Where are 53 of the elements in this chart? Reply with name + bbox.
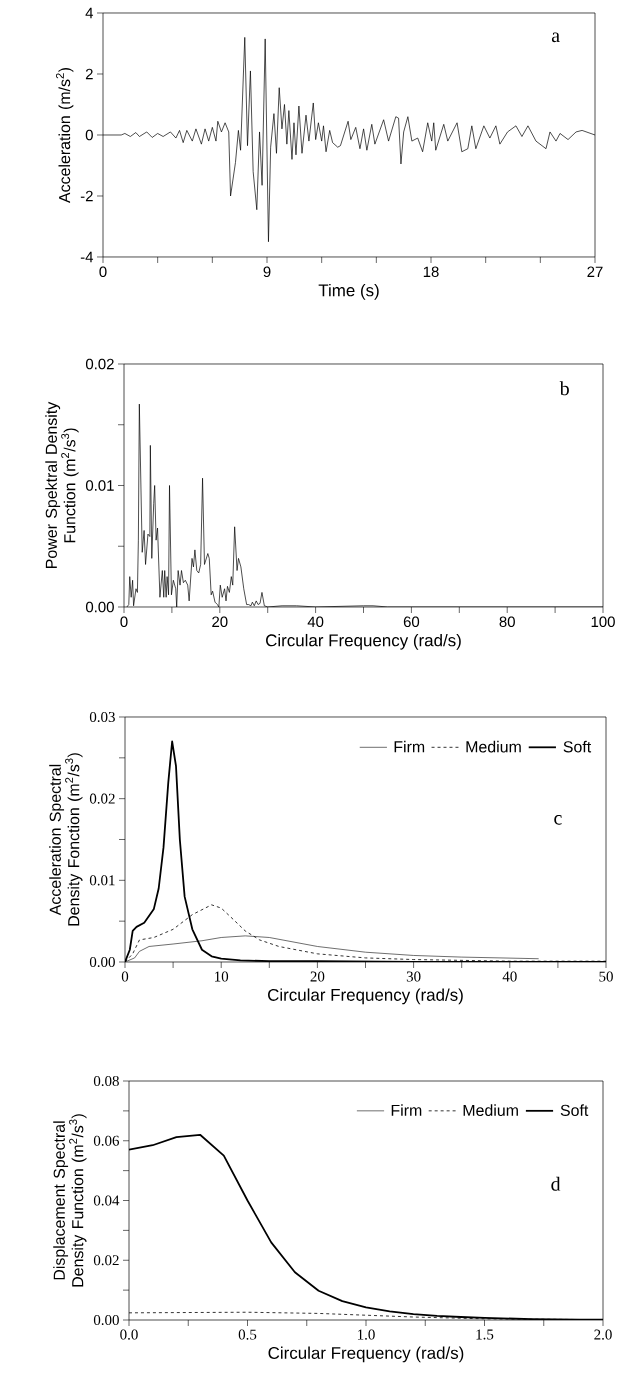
x-tick-label: 30 <box>406 971 421 982</box>
x-tick-label: 20 <box>212 616 228 628</box>
x-tick-label: 2.0 <box>594 1329 612 1340</box>
annotation: b <box>559 381 569 396</box>
x-tick-label: 27 <box>587 266 603 277</box>
y-tick-label: 0.02 <box>93 1255 119 1266</box>
x-tick-label: 18 <box>423 266 439 278</box>
y-tick-label: 0.01 <box>89 875 115 886</box>
x-tick-label: 40 <box>502 971 517 982</box>
legend-label: Soft <box>560 1104 589 1116</box>
x-axis-title: Circular Frequency (rad/s) <box>266 633 461 650</box>
annotation: a <box>551 32 560 43</box>
x-tick-label: 9 <box>263 266 271 278</box>
legend-label: Firm <box>394 740 425 753</box>
x-axis-title: Time (s) <box>318 283 379 300</box>
legend-label: Soft <box>563 740 592 753</box>
x-tick-label: 20 <box>310 971 325 982</box>
y-tick-label: -2 <box>80 190 93 202</box>
annotation: c <box>554 815 562 825</box>
x-axis-title: Circular Frequency (rad/s) <box>268 988 463 1005</box>
line-series <box>125 935 540 962</box>
x-tick-label: 60 <box>403 616 420 628</box>
x-tick-label: 0 <box>120 616 128 628</box>
x-tick-label: 0.0 <box>120 1329 138 1340</box>
y-tick-label: 0 <box>85 129 93 141</box>
y-tick-label: 0.02 <box>89 793 115 804</box>
y-tick-label: 0.00 <box>85 601 114 613</box>
y-tick-label: 2 <box>85 68 93 80</box>
legend-label: Medium <box>463 1104 518 1117</box>
x-axis-title: Circular Frequency (rad/s) <box>268 1346 464 1363</box>
x-tick-label: 50 <box>599 971 613 982</box>
y-axis-title: Acceleration (m/s$^{2}$) <box>56 67 74 203</box>
y-tick-label: 4 <box>85 7 94 19</box>
y-tick-label: 0.08 <box>93 1075 119 1087</box>
y-tick-label: -4 <box>80 251 94 263</box>
y-tick-label: 0.03 <box>89 711 115 723</box>
y-tick-label: 0.06 <box>93 1135 120 1146</box>
x-tick-label: 0 <box>121 971 129 982</box>
x-tick-label: 40 <box>307 616 324 628</box>
y-tick-label: 0.00 <box>89 956 115 968</box>
legend-label: Firm <box>391 1104 422 1116</box>
legend-label: Medium <box>466 740 521 753</box>
y-tick-label: 0.01 <box>85 480 114 491</box>
x-tick-label: 0.5 <box>238 1329 257 1340</box>
x-tick-label: 100 <box>591 616 615 628</box>
x-tick-label: 1.5 <box>476 1329 494 1340</box>
x-tick-label: 10 <box>215 971 229 982</box>
y-tick-label: 0.04 <box>93 1195 120 1206</box>
x-tick-label: 1.0 <box>357 1329 375 1340</box>
annotation: d <box>551 1176 561 1191</box>
x-tick-label: 80 <box>499 616 515 628</box>
y-tick-label: 0.02 <box>85 358 114 370</box>
y-tick-label: 0.00 <box>93 1314 119 1326</box>
